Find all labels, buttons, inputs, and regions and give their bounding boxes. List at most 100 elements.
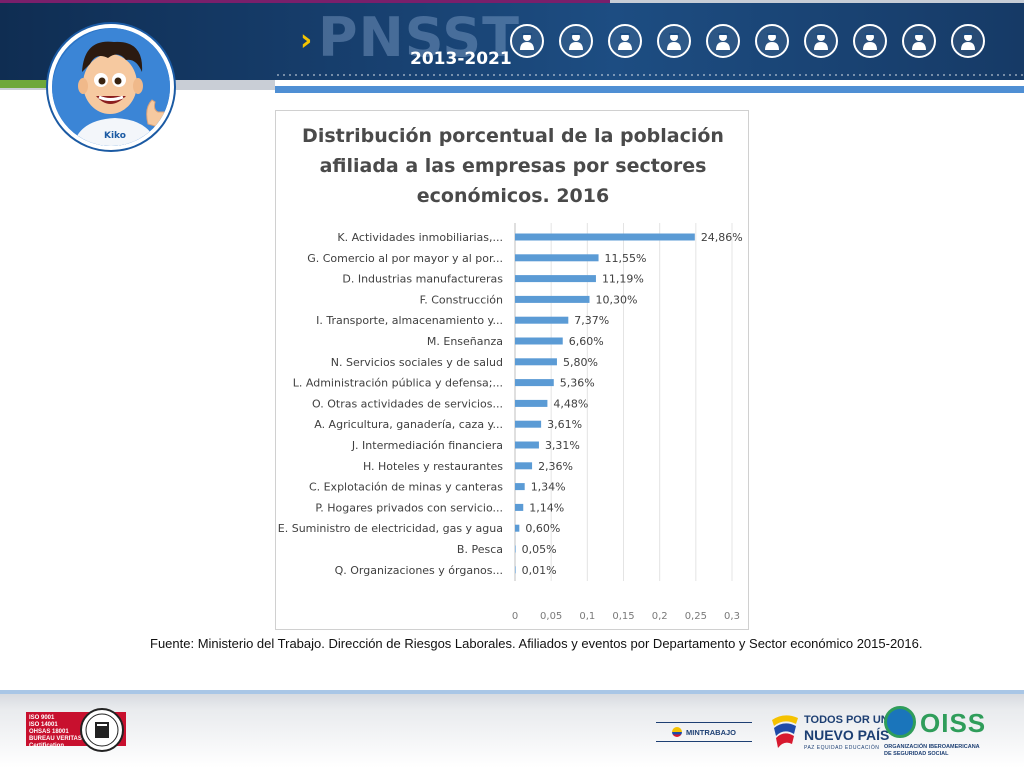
- bar: [515, 545, 516, 553]
- bv-line: Certification: [29, 743, 65, 749]
- data-label: 6,60%: [569, 335, 604, 348]
- bv-line: ISO 14001: [29, 722, 58, 728]
- bar: [515, 462, 533, 470]
- source-note: Fuente: Ministerio del Trabajo. Direcció…: [150, 636, 923, 651]
- bar: [515, 420, 542, 428]
- bar: [515, 379, 554, 387]
- todos-por-un-nuevo-pais-logo: TODOS POR UN NUEVO PAÍS PAZ EQUIDAD EDUC…: [770, 708, 889, 754]
- category-label: K. Actividades inmobiliarias,...: [337, 231, 503, 244]
- oiss-name: OISS: [920, 708, 987, 738]
- x-tick-label: 0,05: [540, 611, 562, 622]
- bar-chart: 0 0,05 0,1 0,15 0,2 0,25 0,3 K. Actividades inm…: [278, 223, 743, 622]
- brand-years: 2013-2021: [410, 49, 512, 69]
- data-label: 1,14%: [529, 501, 564, 514]
- bar: [515, 566, 516, 574]
- header-accent-line-grey: [610, 0, 1024, 3]
- x-tick-label: 0,25: [685, 611, 707, 622]
- data-label: 0,05%: [522, 543, 557, 556]
- todos-line-2: NUEVO PAÍS: [804, 727, 890, 743]
- construction-worker-icon: [510, 24, 544, 58]
- category-label: H. Hoteles y restaurantes: [363, 460, 503, 473]
- oiss-logo: OISS ORGANIZACIÓN IBEROAMERICANA DE SEGU…: [884, 706, 994, 760]
- chart-title-line: Distribución porcentual de la población: [302, 125, 724, 147]
- oiss-subtitle-2: DE SEGURIDAD SOCIAL: [884, 751, 949, 757]
- category-label: E. Suministro de electricidad, gas y agu…: [278, 522, 503, 535]
- bureau-veritas-seal-icon: [80, 708, 124, 752]
- header-accent-line: [0, 0, 610, 3]
- mintrabajo-text: MINTRABAJO: [686, 727, 736, 737]
- data-label: 10,30%: [596, 293, 638, 306]
- data-label: 5,36%: [560, 377, 595, 390]
- chart-title-line: afiliada a las empresas por sectores: [319, 155, 707, 177]
- data-label: 0,01%: [522, 564, 557, 577]
- bv-line: OHSAS 18001: [29, 729, 69, 735]
- category-label: B. Pesca: [457, 543, 503, 556]
- x-tick-label: 0,15: [612, 611, 634, 622]
- category-label: I. Transporte, almacenamiento y...: [316, 314, 503, 327]
- category-label: G. Comercio al por mayor y al por...: [307, 252, 503, 265]
- brand-title: PNSST: [318, 6, 520, 69]
- mascot-illustration: Kiko: [52, 28, 170, 146]
- category-label: P. Hogares privados con servicio...: [315, 501, 503, 514]
- bar: [515, 337, 563, 345]
- chart-title-line: económicos. 2016: [416, 185, 610, 207]
- data-label: 5,80%: [563, 356, 598, 369]
- bar: [515, 295, 590, 303]
- data-label: 0,60%: [525, 522, 560, 535]
- data-label: 11,19%: [602, 273, 644, 286]
- nurse-icon: [706, 24, 740, 58]
- farmer-icon: [951, 24, 985, 58]
- category-label: A. Agricultura, ganadería, caza y...: [314, 418, 503, 431]
- data-label: 3,31%: [545, 439, 580, 452]
- dotted-divider: [275, 74, 1024, 76]
- bar: [515, 399, 548, 407]
- engineer-icon: [902, 24, 936, 58]
- mintrabajo-logo: MINTRABAJO: [656, 722, 752, 742]
- oiss-globe-icon: [884, 706, 916, 738]
- category-label: L. Administración pública y defensa;...: [293, 377, 503, 390]
- bv-line: ISO 9001: [29, 715, 55, 721]
- category-label: C. Explotación de minas y canteras: [309, 481, 503, 494]
- data-label: 7,37%: [574, 314, 609, 327]
- data-label: 4,48%: [553, 397, 588, 410]
- chevron-right-icon: ›: [300, 23, 313, 58]
- category-label: O. Otras actividades de servicios...: [312, 397, 503, 410]
- worker-helmet-icon: [755, 24, 789, 58]
- category-label: M. Enseñanza: [427, 335, 503, 348]
- data-label: 1,34%: [531, 481, 566, 494]
- doctor-icon: [853, 24, 887, 58]
- bar: [515, 316, 569, 324]
- header-strip-blue: [275, 86, 1024, 93]
- sector-icons-row: [510, 24, 985, 60]
- category-label: Q. Organizaciones y órganos...: [335, 564, 503, 577]
- data-label: 3,61%: [547, 418, 582, 431]
- bar: [515, 483, 525, 491]
- category-label: J. Intermediación financiera: [351, 439, 503, 452]
- colombia-shield-icon: [672, 727, 682, 737]
- category-label: F. Construcción: [420, 293, 503, 306]
- footer: [0, 690, 1024, 768]
- data-label: 24,86%: [701, 231, 743, 244]
- category-label: D. Industrias manufactureras: [342, 273, 503, 286]
- category-label: N. Servicios sociales y de salud: [331, 356, 503, 369]
- bar: [515, 275, 596, 283]
- todos-line-3: PAZ EQUIDAD EDUCACIÓN: [804, 745, 880, 751]
- bv-line: BUREAU VERITAS: [29, 736, 82, 742]
- chart-container: Distribución porcentual de la población …: [275, 110, 749, 630]
- bar: [515, 254, 599, 262]
- todos-wave-icon: [772, 715, 798, 748]
- bar: [515, 233, 695, 241]
- mascot-shirt-text: Kiko: [104, 131, 126, 141]
- x-tick-label: 0,3: [724, 611, 740, 622]
- data-label: 2,36%: [538, 460, 573, 473]
- mascot-avatar: Kiko: [48, 24, 174, 150]
- x-tick-label: 0,1: [579, 611, 595, 622]
- bar: [515, 524, 520, 532]
- x-tick-label: 0: [512, 611, 518, 622]
- todos-line-1: TODOS POR UN: [804, 714, 889, 726]
- driver-icon: [608, 24, 642, 58]
- data-label: 11,55%: [605, 252, 647, 265]
- bar: [515, 358, 557, 366]
- firefighter-icon: [559, 24, 593, 58]
- factory-worker-icon: [804, 24, 838, 58]
